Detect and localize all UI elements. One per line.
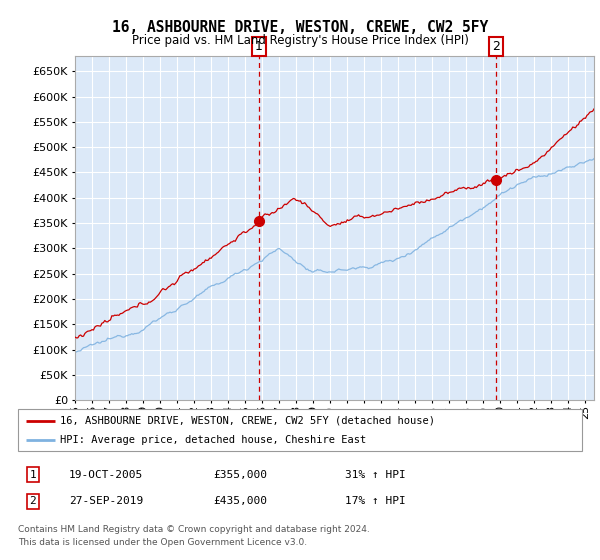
Text: Contains HM Land Registry data © Crown copyright and database right 2024.
This d: Contains HM Land Registry data © Crown c…	[18, 525, 370, 547]
Text: HPI: Average price, detached house, Cheshire East: HPI: Average price, detached house, Ches…	[60, 435, 367, 445]
Text: 2: 2	[29, 496, 37, 506]
Text: 1: 1	[29, 470, 37, 480]
Text: £355,000: £355,000	[213, 470, 267, 480]
Text: Price paid vs. HM Land Registry's House Price Index (HPI): Price paid vs. HM Land Registry's House …	[131, 34, 469, 46]
Text: 16, ASHBOURNE DRIVE, WESTON, CREWE, CW2 5FY (detached house): 16, ASHBOURNE DRIVE, WESTON, CREWE, CW2 …	[60, 416, 436, 426]
Text: 27-SEP-2019: 27-SEP-2019	[69, 496, 143, 506]
FancyBboxPatch shape	[18, 409, 582, 451]
Text: 2: 2	[492, 40, 500, 53]
Text: 16, ASHBOURNE DRIVE, WESTON, CREWE, CW2 5FY: 16, ASHBOURNE DRIVE, WESTON, CREWE, CW2 …	[112, 20, 488, 35]
Text: 1: 1	[255, 40, 263, 53]
Text: 17% ↑ HPI: 17% ↑ HPI	[345, 496, 406, 506]
Text: 31% ↑ HPI: 31% ↑ HPI	[345, 470, 406, 480]
Text: £435,000: £435,000	[213, 496, 267, 506]
Text: 19-OCT-2005: 19-OCT-2005	[69, 470, 143, 480]
